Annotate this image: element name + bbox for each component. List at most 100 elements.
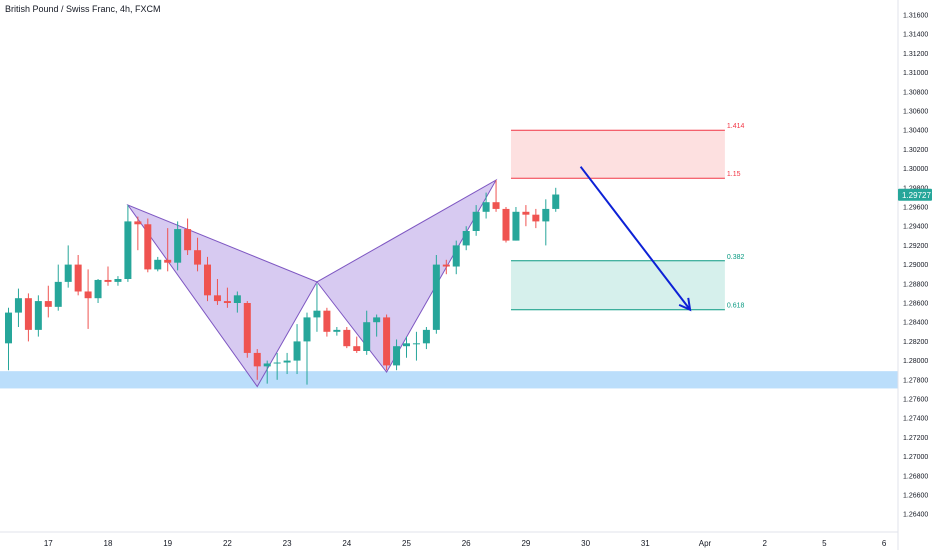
candle [144, 218, 152, 273]
candle [472, 205, 480, 236]
x-tick-label: 5 [822, 539, 827, 548]
candle-body [512, 211, 520, 241]
y-tick-label: 1.27000 [903, 454, 928, 461]
candle [5, 307, 12, 371]
candle [24, 293, 32, 342]
candle-body [54, 281, 62, 307]
candle [263, 360, 271, 384]
candle-body [44, 301, 52, 307]
candle [303, 312, 311, 385]
projection-arrow [579, 166, 691, 311]
candle-body [243, 303, 251, 353]
candle [154, 256, 162, 272]
candle-body [124, 221, 132, 279]
candle [542, 199, 550, 246]
candle-body [412, 343, 420, 345]
candle [114, 276, 122, 286]
candle [403, 336, 410, 358]
candle-body [164, 259, 172, 263]
candle [412, 331, 420, 361]
y-tick-label: 1.28800 [903, 281, 928, 288]
chart-title: British Pound / Swiss Franc, 4h, FXCM [5, 4, 161, 14]
x-tick-label: 2 [762, 539, 767, 548]
y-tick-label: 1.26600 [903, 493, 928, 500]
x-tick-label: 18 [104, 539, 113, 548]
candle-body [373, 317, 381, 323]
candle [343, 327, 351, 349]
candle [532, 208, 540, 229]
candle-body [353, 346, 361, 351]
y-tick-label: 1.30600 [903, 109, 928, 116]
y-tick-label: 1.31000 [903, 70, 928, 77]
y-tick-label: 1.29400 [903, 224, 928, 231]
candle-body [184, 229, 192, 251]
y-axis[interactable]: 1.31600 1.31400 1.31200 1.31000 1.30800 1.306… [897, 0, 932, 550]
candle [313, 283, 321, 332]
candle-body [343, 329, 351, 347]
y-tick-label: 1.27600 [903, 397, 928, 404]
candle [482, 192, 490, 219]
arrow-head-icon [678, 297, 692, 312]
y-tick-label: 1.27200 [903, 435, 928, 442]
candle-body [64, 264, 72, 282]
candle [383, 314, 391, 371]
candle [213, 279, 221, 305]
candle-body [452, 245, 460, 267]
fib-level-label: 1.15 [727, 171, 741, 178]
candle [373, 314, 381, 337]
x-tick-label: Apr [699, 539, 712, 548]
candle [363, 310, 371, 355]
candle-body [94, 279, 102, 299]
candle-body [462, 231, 470, 246]
candle [14, 288, 22, 327]
candle-body [552, 194, 560, 209]
candle-body [333, 329, 341, 332]
x-tick-label: 24 [342, 539, 351, 548]
candle-body [383, 317, 391, 366]
candle [164, 228, 172, 272]
y-tick-label: 1.31200 [903, 51, 928, 58]
candle-body [263, 363, 271, 367]
candle-body [14, 298, 22, 313]
overlay-layer [579, 166, 692, 312]
x-axis[interactable]: 17 18 19 22 23 24 25 26 29 30 31 Apr 2 5 6 [0, 531, 898, 548]
candle [134, 216, 142, 251]
y-tick-label: 1.29800 [903, 185, 928, 192]
candle-body [363, 322, 371, 351]
y-tick-label: 1.30800 [903, 89, 928, 96]
candle [94, 279, 102, 303]
y-tick-label: 1.30200 [903, 147, 928, 154]
candle [293, 324, 301, 375]
candle [333, 327, 341, 336]
candle [422, 327, 430, 350]
y-tick-label: 1.27400 [903, 416, 928, 423]
candle [104, 266, 112, 286]
x-tick-label: 22 [223, 539, 232, 548]
candle-body [233, 295, 241, 303]
candle-body [84, 291, 92, 299]
candle-body [393, 346, 401, 366]
candle-body [253, 352, 261, 367]
sell-zone [510, 130, 725, 179]
candle-body [134, 221, 142, 225]
y-tick-label: 1.30000 [903, 166, 928, 173]
candle-body [24, 298, 32, 330]
candles-layer [5, 180, 560, 385]
candle-body [104, 279, 112, 282]
candle [432, 255, 440, 334]
candle [353, 336, 361, 353]
x-tick-label: 31 [641, 539, 650, 548]
candle-body [293, 341, 301, 361]
candle [253, 349, 261, 380]
candle [323, 307, 331, 337]
candle-body [542, 208, 550, 222]
y-tick-label: 1.26800 [903, 473, 928, 480]
support-zone [0, 371, 898, 389]
candle [552, 187, 560, 212]
x-tick-label: 30 [581, 539, 590, 548]
candle-body [303, 317, 311, 342]
candle [44, 285, 52, 318]
current-price-label: 1.29727 [902, 191, 931, 200]
